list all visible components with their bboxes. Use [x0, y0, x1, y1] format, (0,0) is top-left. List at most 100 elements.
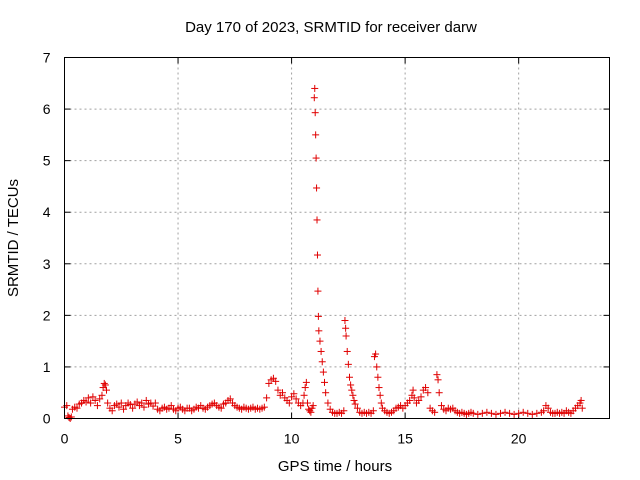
grid [64, 57, 610, 419]
data-point [309, 402, 317, 410]
data-point [260, 403, 268, 411]
data-point [540, 407, 548, 415]
data-point [353, 404, 361, 412]
data-point [100, 379, 108, 387]
data-point [89, 393, 97, 401]
data-point [314, 287, 322, 295]
data-point [272, 377, 280, 385]
data-point [319, 368, 327, 376]
y-tick-label: 4 [43, 204, 51, 220]
data-point [415, 396, 423, 404]
data-point [279, 389, 286, 397]
data-point [347, 381, 355, 389]
data-point [142, 396, 150, 404]
x-tick-label: 0 [61, 431, 69, 447]
data-point [101, 381, 109, 389]
data-point [151, 399, 159, 407]
data-point [434, 376, 442, 384]
data-point [317, 347, 325, 355]
data-point [120, 405, 128, 413]
data-point [374, 373, 382, 381]
data-point [73, 404, 81, 412]
data-point [474, 410, 482, 418]
data-point [82, 398, 90, 406]
data-point [311, 84, 319, 92]
data-point [316, 337, 324, 345]
data-point [487, 409, 495, 417]
data-point [265, 379, 273, 387]
data-point [318, 358, 326, 366]
data-point [307, 408, 315, 416]
data-point [117, 399, 125, 407]
data-point [373, 363, 381, 371]
data-point [96, 395, 104, 403]
data-point [133, 398, 141, 406]
data-point [310, 94, 318, 102]
data-point [435, 389, 443, 397]
data-point [340, 407, 348, 415]
y-tick-label: 0 [43, 411, 51, 427]
data-point [226, 395, 234, 403]
data-point [115, 403, 123, 411]
data-point [437, 402, 445, 410]
data-point [515, 409, 523, 417]
data-point [544, 404, 552, 412]
data-point [217, 404, 225, 412]
y-tick-label: 2 [43, 307, 51, 323]
plot-frame [64, 57, 610, 419]
data-point [424, 389, 432, 397]
data-point [129, 404, 137, 412]
data-point [312, 154, 320, 162]
data-points [61, 84, 586, 422]
data-point [104, 399, 112, 407]
data-point [483, 408, 491, 416]
data-point [313, 251, 321, 259]
y-tick-label: 7 [43, 50, 51, 66]
data-point [98, 391, 106, 399]
data-point [528, 410, 536, 418]
data-point [577, 396, 585, 404]
data-point [91, 396, 99, 404]
data-point [406, 396, 414, 404]
data-point [345, 373, 353, 381]
data-point [506, 409, 514, 417]
y-tick-label: 3 [43, 256, 51, 272]
data-point [469, 409, 477, 417]
chart-title: Day 170 of 2023, SRMTID for receiver dar… [185, 19, 477, 36]
data-point [372, 350, 380, 358]
data-point [519, 408, 527, 416]
data-point [533, 409, 541, 417]
x-axis-label: GPS time / hours [278, 458, 392, 475]
data-point [349, 391, 357, 399]
data-point [578, 404, 586, 412]
data-point [375, 384, 383, 392]
data-point [324, 399, 332, 407]
data-point [313, 216, 321, 224]
data-point [314, 312, 322, 320]
data-point [431, 408, 439, 416]
data-point [87, 399, 95, 407]
data-point [108, 407, 116, 415]
data-point [417, 393, 425, 401]
data-point [103, 386, 111, 394]
data-point [497, 409, 504, 417]
data-point [422, 384, 430, 392]
data-point [93, 402, 101, 410]
data-point [126, 401, 134, 409]
data-point [167, 402, 175, 410]
data-point [410, 394, 418, 402]
y-axis-label: SRMTID / TECUs [5, 179, 22, 297]
data-point [140, 403, 148, 411]
data-point [263, 394, 271, 402]
data-point [313, 184, 321, 192]
data-point [285, 399, 293, 407]
data-point [369, 407, 377, 415]
data-point [312, 131, 320, 139]
data-point [348, 386, 356, 394]
data-point [409, 386, 417, 394]
data-point [341, 317, 349, 325]
data-point [492, 410, 500, 418]
data-point [524, 409, 532, 417]
data-point [290, 390, 298, 398]
x-tick-label: 10 [284, 431, 300, 447]
